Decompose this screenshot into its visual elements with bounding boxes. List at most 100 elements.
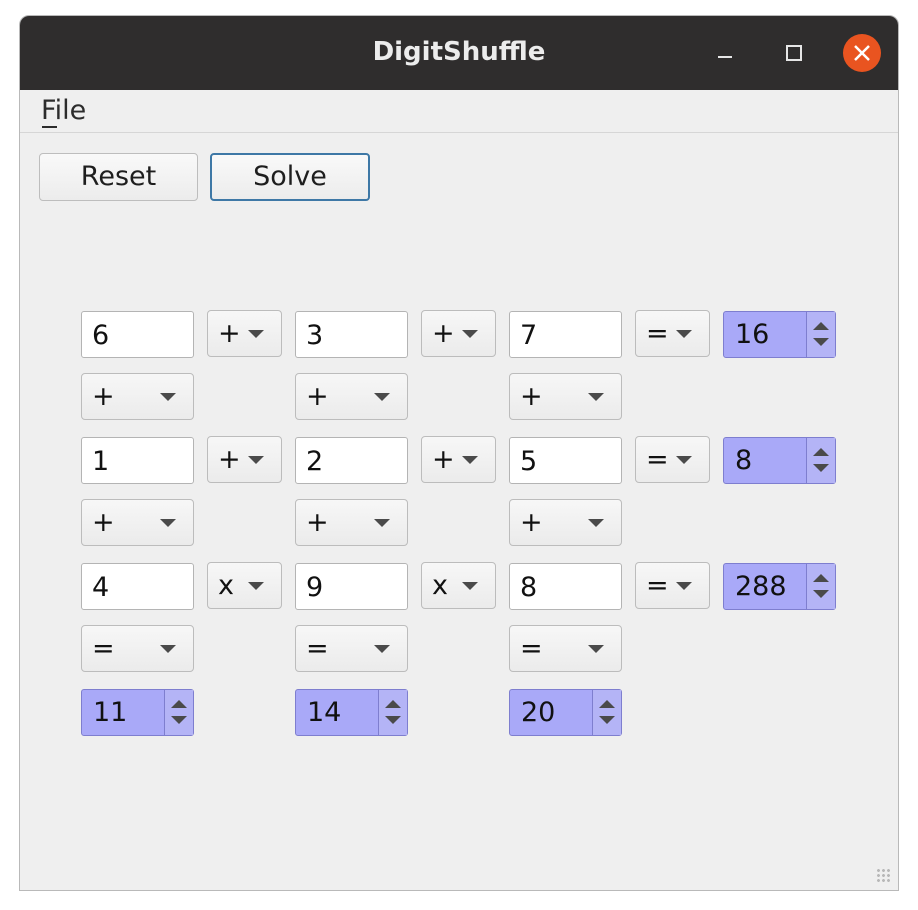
title-bar[interactable]: DigitShuffle	[20, 16, 898, 90]
spinbox-value: 11	[93, 697, 128, 728]
menu-bar: File	[20, 90, 898, 133]
maximize-icon	[786, 45, 802, 61]
chevron-down-icon	[374, 393, 390, 401]
arrow-down-icon	[813, 338, 829, 346]
spinbox-value: 20	[521, 697, 556, 728]
spinbox-arrows[interactable]	[806, 312, 835, 357]
arrow-down-icon	[813, 590, 829, 598]
operator-value: +	[218, 444, 241, 475]
column-equals-select[interactable]: =	[509, 625, 622, 672]
chevron-down-icon	[676, 582, 692, 590]
cell-input[interactable]: 8	[509, 563, 622, 610]
operator-value: =	[306, 633, 329, 664]
arrow-down-icon	[599, 716, 615, 724]
arrow-up-icon	[813, 322, 829, 330]
spinbox-arrows[interactable]	[378, 690, 407, 735]
row-result-spinbox[interactable]: 8	[723, 437, 836, 484]
minimize-button[interactable]	[706, 34, 744, 72]
reset-button[interactable]: Reset	[39, 153, 198, 201]
equals-select[interactable]: =	[635, 310, 710, 357]
chevron-down-icon	[462, 330, 478, 338]
cell-input[interactable]: 1	[81, 437, 194, 484]
chevron-down-icon	[160, 393, 176, 401]
cell-input[interactable]: 6	[81, 311, 194, 358]
window-title: DigitShuffle	[372, 37, 546, 67]
chevron-down-icon	[588, 645, 604, 653]
operator-value: +	[432, 318, 455, 349]
chevron-down-icon	[248, 582, 264, 590]
column-operator-select[interactable]: +	[81, 499, 194, 546]
cell-input[interactable]: 2	[295, 437, 408, 484]
chevron-down-icon	[248, 456, 264, 464]
operator-value: +	[306, 381, 329, 412]
operator-value: =	[646, 570, 669, 601]
chevron-down-icon	[588, 519, 604, 527]
app-window: DigitShuffle File Reset Solve 6 + 3 + 7 …	[19, 15, 899, 891]
row-result-spinbox[interactable]: 288	[723, 563, 836, 610]
equals-select[interactable]: =	[635, 436, 710, 483]
cell-input[interactable]: 4	[81, 563, 194, 610]
spinbox-arrows[interactable]	[806, 438, 835, 483]
arrow-up-icon	[171, 700, 187, 708]
column-operator-select[interactable]: +	[509, 499, 622, 546]
minimize-icon	[718, 56, 732, 58]
spinbox-value: 14	[307, 697, 342, 728]
operator-select[interactable]: +	[207, 436, 282, 483]
spinbox-value: 288	[735, 571, 787, 602]
operator-value: x	[218, 570, 234, 601]
column-operator-select[interactable]: +	[295, 499, 408, 546]
operator-value: +	[92, 381, 115, 412]
close-button[interactable]	[843, 34, 881, 72]
chevron-down-icon	[248, 330, 264, 338]
operator-value: =	[520, 633, 543, 664]
row-result-spinbox[interactable]: 16	[723, 311, 836, 358]
spinbox-value: 16	[735, 319, 770, 350]
column-equals-select[interactable]: =	[295, 625, 408, 672]
cell-input[interactable]: 5	[509, 437, 622, 484]
column-operator-select[interactable]: +	[509, 373, 622, 420]
arrow-down-icon	[171, 716, 187, 724]
solve-button[interactable]: Solve	[210, 153, 370, 201]
column-result-spinbox[interactable]: 14	[295, 689, 408, 736]
arrow-down-icon	[385, 716, 401, 724]
cell-input[interactable]: 3	[295, 311, 408, 358]
operator-value: +	[306, 507, 329, 538]
equals-select[interactable]: =	[635, 562, 710, 609]
operator-select[interactable]: x	[421, 562, 496, 609]
mnemonic-underline	[42, 126, 57, 128]
chevron-down-icon	[676, 330, 692, 338]
operator-value: +	[520, 507, 543, 538]
operator-select[interactable]: +	[207, 310, 282, 357]
column-equals-select[interactable]: =	[81, 625, 194, 672]
cell-input[interactable]: 9	[295, 563, 408, 610]
menu-file[interactable]: File	[41, 95, 87, 126]
spinbox-arrows[interactable]	[592, 690, 621, 735]
arrow-up-icon	[813, 574, 829, 582]
chevron-down-icon	[374, 645, 390, 653]
arrow-up-icon	[599, 700, 615, 708]
column-operator-select[interactable]: +	[81, 373, 194, 420]
chevron-down-icon	[676, 456, 692, 464]
chevron-down-icon	[160, 519, 176, 527]
operator-value: =	[92, 633, 115, 664]
operator-select[interactable]: +	[421, 436, 496, 483]
cell-input[interactable]: 7	[509, 311, 622, 358]
spinbox-value: 8	[735, 445, 753, 476]
operator-select[interactable]: x	[207, 562, 282, 609]
spinbox-arrows[interactable]	[806, 564, 835, 609]
column-result-spinbox[interactable]: 11	[81, 689, 194, 736]
arrow-up-icon	[813, 448, 829, 456]
chevron-down-icon	[462, 582, 478, 590]
operator-value: =	[646, 318, 669, 349]
chevron-down-icon	[374, 519, 390, 527]
spinbox-arrows[interactable]	[164, 690, 193, 735]
operator-value: x	[432, 570, 448, 601]
arrow-up-icon	[385, 700, 401, 708]
operator-select[interactable]: +	[421, 310, 496, 357]
chevron-down-icon	[588, 393, 604, 401]
operator-value: +	[432, 444, 455, 475]
resize-grip-icon[interactable]	[876, 868, 892, 884]
column-operator-select[interactable]: +	[295, 373, 408, 420]
maximize-button[interactable]	[775, 34, 813, 72]
column-result-spinbox[interactable]: 20	[509, 689, 622, 736]
